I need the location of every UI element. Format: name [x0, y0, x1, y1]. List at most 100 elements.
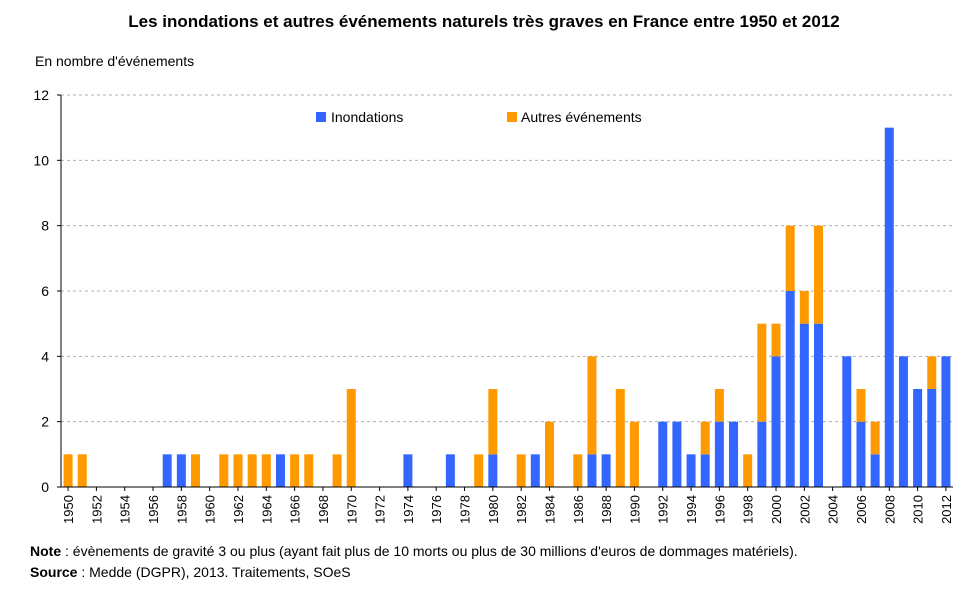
bar-inondations-1996 [714, 421, 724, 487]
bar-inondations-1993 [672, 421, 682, 487]
x-tick-label: 1950 [61, 495, 76, 524]
bar-autres-1986 [573, 454, 583, 487]
bar-inondations-1995 [700, 454, 710, 487]
bar-autres-1966 [290, 454, 300, 487]
bar-inondations-2001 [785, 291, 795, 487]
source-label: Source [30, 564, 78, 580]
bar-autres-1959 [191, 454, 201, 487]
bar-autres-2006 [856, 389, 866, 422]
legend-swatch-inondations [316, 112, 326, 122]
bar-autres-1995 [700, 421, 710, 455]
bar-inondations-1997 [729, 421, 739, 487]
y-tick-label: 10 [33, 152, 49, 168]
bar-inondations-1965 [275, 454, 285, 487]
bar-inondations-1974 [403, 454, 413, 487]
bar-inondations-1957 [162, 454, 172, 487]
x-tick-label: 1956 [146, 495, 161, 524]
x-tick-label: 2008 [882, 495, 897, 524]
bar-autres-1984 [544, 421, 554, 487]
bar-autres-1989 [615, 389, 625, 487]
x-tick-label: 1988 [599, 495, 614, 524]
x-tick-label: 1992 [656, 495, 671, 524]
x-tick-label: 1984 [542, 495, 557, 524]
y-tick-labels: 0 2 4 6 8 10 12 [33, 87, 61, 495]
footnotes: Note : évènements de gravité 3 ou plus (… [30, 541, 798, 583]
bar-autres-1990 [629, 421, 639, 487]
bar-inondations-2005 [842, 356, 852, 487]
x-tick-label: 1968 [316, 495, 331, 524]
bar-inondations-1999 [757, 421, 767, 487]
bar-autres-1970 [346, 389, 356, 487]
bar-autres-1999 [757, 323, 767, 422]
bar-inondations-1988 [601, 454, 611, 487]
bar-autres-1950 [63, 454, 73, 487]
bar-inondations-2011 [927, 389, 937, 487]
x-tick-label: 2010 [911, 495, 926, 524]
bar-autres-1982 [516, 454, 526, 487]
bar-autres-1961 [219, 454, 229, 487]
x-tick-label: 1960 [203, 495, 218, 524]
y-axis-unit-label: En nombre d'événements [35, 53, 195, 69]
legend-swatch-autres [507, 112, 517, 122]
x-tick-label: 1994 [684, 495, 699, 524]
x-tick-label: 1990 [627, 495, 642, 524]
legend: Inondations Autres événements [316, 109, 642, 125]
note-text: : évènements de gravité 3 ou plus (ayant… [61, 543, 798, 559]
source-line: Source : Medde (DGPR), 2013. Traitements… [30, 562, 798, 583]
chart-title: Les inondations et autres événements nat… [128, 12, 840, 31]
x-tick-label: 2004 [826, 495, 841, 524]
bar-inondations-2002 [799, 323, 809, 487]
x-tick-label: 1978 [458, 495, 473, 524]
bar-inondations-1987 [587, 454, 597, 487]
x-tick-label: 1998 [741, 495, 756, 524]
bar-autres-1964 [261, 454, 271, 487]
bar-autres-1962 [233, 454, 243, 487]
x-tick-label: 1952 [89, 495, 104, 524]
x-tick-label: 1962 [231, 495, 246, 524]
bar-inondations-1994 [686, 454, 696, 487]
legend-label-inondations: Inondations [331, 109, 403, 125]
y-tick-label: 12 [33, 87, 49, 103]
y-tick-label: 8 [41, 218, 49, 234]
bar-inondations-2008 [884, 127, 894, 488]
bar-autres-1998 [743, 454, 753, 487]
x-tick-label: 1996 [712, 495, 727, 524]
bar-autres-1980 [488, 389, 498, 455]
x-tick-label: 1970 [344, 495, 359, 524]
x-tick-label: 1958 [174, 495, 189, 524]
bar-autres-1951 [77, 454, 87, 487]
x-tick-label: 1982 [514, 495, 529, 524]
bar-autres-2003 [813, 225, 823, 324]
bar-inondations-2003 [813, 323, 823, 487]
x-tick-label: 1972 [373, 495, 388, 524]
bar-inondations-1980 [488, 454, 498, 487]
bar-autres-2001 [785, 225, 795, 291]
x-tick-label: 1976 [429, 495, 444, 524]
bar-autres-2000 [771, 323, 781, 357]
bar-autres-1963 [247, 454, 257, 487]
bar-inondations-2000 [771, 356, 781, 487]
x-tick-label: 2006 [854, 495, 869, 524]
bar-inondations-1977 [445, 454, 455, 487]
bar-inondations-2006 [856, 421, 866, 487]
y-tick-label: 6 [41, 283, 49, 299]
x-tick-label: 2012 [939, 495, 954, 524]
x-tick-label: 1980 [486, 495, 501, 524]
x-tick-label: 1986 [571, 495, 586, 524]
bar-inondations-2010 [913, 389, 923, 487]
x-tick-label: 2000 [769, 495, 784, 524]
bar-autres-2007 [870, 421, 880, 455]
bar-autres-2002 [799, 291, 809, 324]
x-tick-label: 1966 [288, 495, 303, 524]
legend-label-autres: Autres événements [521, 109, 642, 125]
note-label: Note [30, 543, 62, 559]
bar-inondations-1992 [658, 421, 668, 487]
bars [63, 127, 951, 488]
bar-inondations-2012 [941, 356, 951, 487]
bar-inondations-1983 [530, 454, 540, 487]
source-text: : Medde (DGPR), 2013. Traitements, SOeS [77, 564, 351, 580]
bar-inondations-1958 [176, 454, 186, 487]
bar-inondations-2007 [870, 454, 880, 487]
gridlines [61, 94, 953, 423]
